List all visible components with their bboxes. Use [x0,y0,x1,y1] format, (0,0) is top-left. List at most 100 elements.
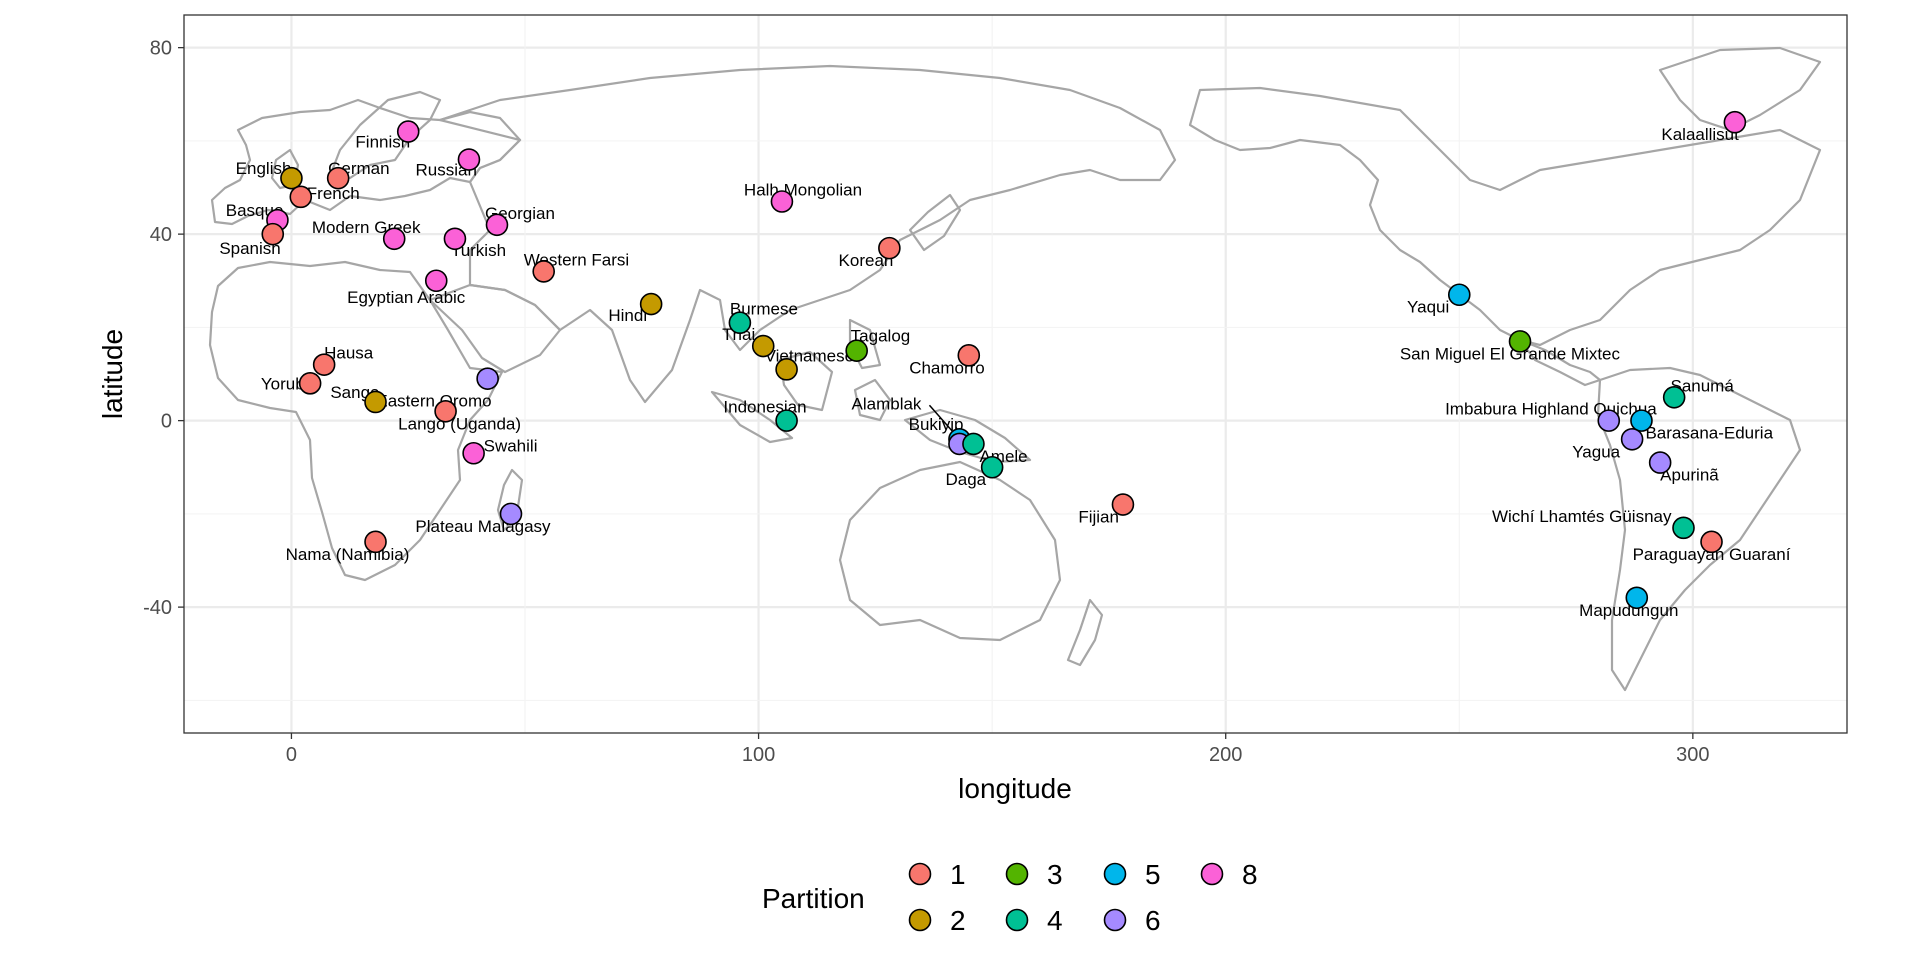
language-point [261,222,285,246]
legend-key [1103,908,1127,932]
language-point [728,311,752,335]
language-point [499,502,523,526]
language-point [434,399,457,423]
language-label: English [236,159,292,178]
language-point [485,213,509,237]
legend-key [908,908,932,932]
legend-label: 1 [950,859,966,890]
x-tick-label: 0 [286,744,297,766]
language-point [775,358,798,381]
y-tick-label: 80 [150,38,172,60]
legend: Partition 1 2 3 4 5 6 8 [762,859,1258,936]
language-point [962,432,985,456]
language-point [364,530,387,554]
x-tick-label: 100 [742,744,775,766]
language-points [261,110,1747,610]
legend-key [1005,862,1029,886]
language-point [443,227,467,251]
legend-label: 5 [1145,859,1161,890]
language-point [1723,110,1747,134]
language-point [476,367,499,390]
language-point [532,260,555,283]
language-point [298,372,322,395]
language-point [326,166,350,190]
legend-key [908,862,932,886]
language-label: Apurinã [1660,466,1719,485]
plot-panel [184,15,1847,733]
language-point [1672,516,1695,540]
language-point [878,236,901,260]
language-point [957,344,981,367]
legend-key [1005,908,1029,932]
language-label: Finnish [355,133,410,152]
y-tick-label: 40 [150,224,172,246]
legend-key [1103,862,1127,886]
language-label: Plateau Malagasy [415,517,551,536]
language-label: Halh Mongolian [744,180,862,199]
language-label: Daga [946,470,987,489]
language-point [457,148,481,171]
y-tick-label: 0 [161,411,172,433]
language-label: Paraguayan Guaraní [1633,545,1791,564]
language-label: Mapudungun [1579,601,1678,620]
language-point [1447,283,1471,307]
language-label: Sanumá [1670,376,1734,395]
world-map-outlines [208,46,1822,692]
language-label: Yagua [1572,442,1620,461]
language-point [424,269,448,293]
language-label: Yaqui [1407,298,1449,317]
x-tick-label: 200 [1209,744,1242,766]
language-point [639,292,663,316]
language-point [382,227,406,251]
language-point [312,353,336,376]
legend-label: 6 [1145,905,1161,936]
legend-label: 2 [950,905,966,936]
language-label: Kalaallisut [1661,125,1739,144]
language-label: Spanish [219,239,280,258]
language-point [1662,386,1686,409]
language-label: Wichí Lhamtés Güisnay [1492,507,1672,526]
language-label: Tagalog [851,327,911,346]
language-label: Barasana-Eduria [1645,424,1773,443]
language-point [1648,451,1672,474]
language-point [770,190,794,213]
language-point [1111,493,1135,516]
language-label: Korean [839,251,894,270]
legend-label: 8 [1242,859,1258,890]
language-label: Lango (Uganda) [398,414,521,433]
language-point [1620,427,1644,451]
legend-key [1200,862,1224,886]
language-label: Egyptian Arabic [347,288,466,307]
language-label: Turkish [451,241,506,260]
language-label: Nama (Namibia) [286,545,410,564]
axes: 0 100 200 300 80 40 0 -40 [143,38,1709,766]
y-tick-label: -40 [143,597,172,619]
language-label: Eastern Oromo [376,392,491,411]
language-label: Fijian [1078,508,1119,527]
language-label: Hausa [324,344,374,363]
language-label: Modern Greek [312,218,421,237]
language-point [845,339,868,362]
language-point [1700,530,1723,554]
x-tick-label: 300 [1676,744,1709,766]
legend-title: Partition [762,883,865,914]
language-point [751,334,775,358]
language-label: French [307,184,360,203]
legend-label: 4 [1047,905,1063,936]
language-point [1597,409,1621,432]
y-axis-title: latitude [97,329,128,419]
language-label: Swahili [484,436,538,455]
plot-panel-border [183,14,1848,734]
language-point [775,409,798,432]
language-point [1625,586,1649,610]
language-label: Hindi [608,306,647,325]
x-axis-title: longitude [958,773,1072,804]
language-point [980,455,1004,479]
language-label: Imbabura Highland Quichua [1445,400,1657,419]
legend-label: 3 [1047,859,1063,890]
language-label: Alamblak [852,394,922,413]
language-point [364,390,387,414]
language-label: San Miguel El Grande Mixtec [1400,344,1621,363]
language-point [462,441,485,465]
language-point [1508,330,1532,353]
